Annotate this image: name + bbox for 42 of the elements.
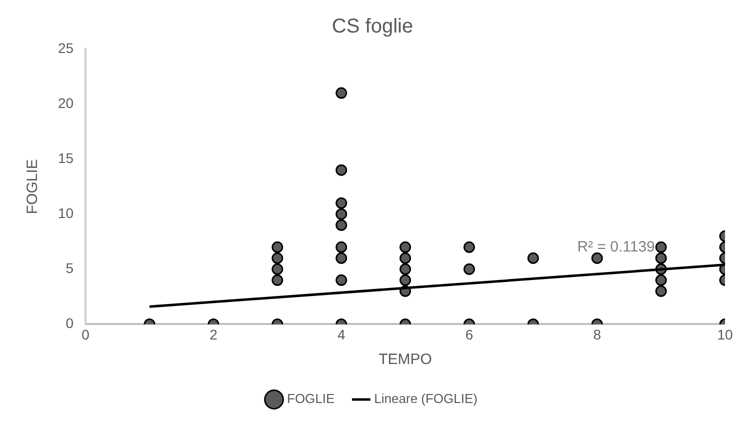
x-tick-label: 2 <box>210 326 218 342</box>
x-tick-label: 10 <box>717 326 733 342</box>
point <box>400 274 412 286</box>
point <box>272 274 284 286</box>
y-tick-label: 20 <box>58 94 74 111</box>
point <box>655 241 667 253</box>
y-tick-label: 25 <box>58 40 74 56</box>
point <box>336 241 348 253</box>
y-axis-title: FOGLIE <box>24 159 42 214</box>
legend-label: FOGLIE <box>287 391 336 406</box>
point <box>655 274 667 286</box>
point <box>655 252 667 264</box>
point <box>400 241 412 253</box>
y-tick-label: 15 <box>58 150 74 166</box>
y-tick-label: 5 <box>66 260 74 276</box>
point <box>336 252 348 264</box>
annotation: R² = 0.1139 <box>577 238 655 256</box>
legend-label: Lineare (FOGLIE) <box>374 391 478 406</box>
point <box>272 263 284 275</box>
x-tick-label: 6 <box>465 326 474 342</box>
x-axis-title: TEMPO <box>378 351 432 368</box>
point <box>463 241 475 253</box>
point <box>591 252 603 264</box>
point <box>272 241 284 253</box>
point <box>336 274 348 286</box>
point <box>336 208 348 220</box>
point <box>336 197 348 209</box>
point <box>400 263 412 275</box>
point <box>336 219 348 231</box>
x-tick-label: 0 <box>82 326 90 342</box>
point <box>272 252 284 264</box>
x-tick-label: 8 <box>593 326 602 342</box>
x-tick-label: 4 <box>337 326 346 342</box>
point <box>336 87 348 99</box>
y-tick-label: 10 <box>58 204 74 221</box>
point <box>336 164 348 176</box>
chart-title: CS foglie <box>332 16 414 38</box>
point <box>655 285 667 297</box>
point <box>400 252 412 264</box>
point <box>527 252 539 264</box>
point <box>463 263 475 275</box>
y-tick-label: 0 <box>66 315 74 332</box>
